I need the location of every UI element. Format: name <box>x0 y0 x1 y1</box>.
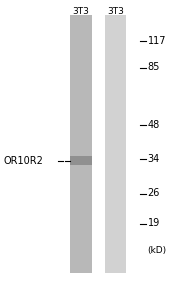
Bar <box>70 156 92 165</box>
Text: 3T3: 3T3 <box>73 8 90 16</box>
Text: 48: 48 <box>148 119 160 130</box>
Text: 34: 34 <box>148 154 160 164</box>
Text: 26: 26 <box>148 188 160 199</box>
Text: 117: 117 <box>148 35 166 46</box>
Text: 3T3: 3T3 <box>107 8 124 16</box>
Bar <box>70 15 92 273</box>
Bar <box>105 15 126 273</box>
Text: 19: 19 <box>148 218 160 229</box>
Text: 85: 85 <box>148 62 160 73</box>
Text: (kD): (kD) <box>148 246 167 255</box>
Text: OR10R2: OR10R2 <box>4 155 44 166</box>
